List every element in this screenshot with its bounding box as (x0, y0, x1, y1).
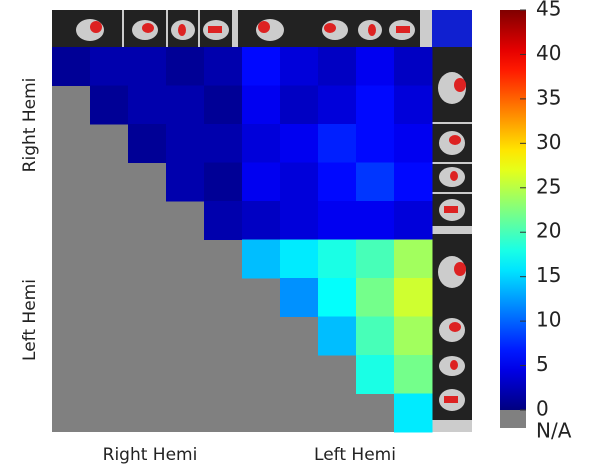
cell (204, 163, 243, 202)
cell (394, 394, 433, 433)
cell (318, 278, 357, 317)
cell (356, 163, 395, 202)
y-label: Left Hemi (20, 279, 40, 361)
colorbar-tick-label: 40 (536, 41, 561, 65)
colorbar-tick-label: 10 (536, 308, 561, 332)
cell (52, 47, 91, 86)
cell (318, 124, 357, 163)
cell (128, 47, 167, 86)
cell (280, 278, 319, 317)
cell (166, 47, 205, 86)
cell (356, 240, 395, 279)
cell (394, 317, 433, 356)
cell (318, 317, 357, 356)
cell (204, 86, 243, 125)
cell (242, 124, 281, 163)
cell (356, 47, 395, 86)
cell (356, 317, 395, 356)
cell (242, 47, 281, 86)
cell (166, 86, 205, 125)
cell (204, 124, 243, 163)
cell (280, 86, 319, 125)
x-label: Right Hemi (103, 445, 198, 465)
cell (394, 124, 433, 163)
colorbar (500, 10, 526, 410)
cell (318, 240, 357, 279)
cell (242, 240, 281, 279)
cell (242, 86, 281, 125)
cell (394, 201, 433, 240)
cell (394, 163, 433, 202)
cell (356, 355, 395, 394)
cell (356, 278, 395, 317)
cell (280, 201, 319, 240)
cell (394, 278, 433, 317)
cell (280, 240, 319, 279)
cell (90, 86, 129, 125)
cell (318, 47, 357, 86)
cell (356, 201, 395, 240)
colorbar-tick-label: 15 (536, 263, 561, 287)
figure: Right Hemi Left Hemi Right Hemi Left Hem… (0, 0, 604, 471)
cell (356, 124, 395, 163)
colorbar-tick-label: 5 (536, 352, 549, 376)
cell (394, 355, 433, 394)
cell (166, 124, 205, 163)
cell (394, 86, 433, 125)
cell (166, 163, 205, 202)
na-label: N/A (536, 419, 572, 443)
y-label: Right Hemi (20, 78, 40, 173)
cell (128, 124, 167, 163)
cell (204, 47, 243, 86)
icon-strip-top (52, 10, 472, 47)
cell (318, 86, 357, 125)
cell (394, 47, 433, 86)
cell (280, 124, 319, 163)
cell (280, 47, 319, 86)
colorbar-tick-label: 0 (536, 397, 549, 421)
cell (242, 163, 281, 202)
cell (394, 240, 433, 279)
cell (242, 201, 281, 240)
cell (356, 86, 395, 125)
na-swatch (500, 410, 526, 428)
cell (318, 201, 357, 240)
icon-strip-right (432, 47, 472, 432)
colorbar-tick-label: 20 (536, 219, 561, 243)
cell (318, 163, 357, 202)
cell (204, 201, 243, 240)
x-label: Left Hemi (314, 445, 396, 465)
colorbar-tick-label: 45 (536, 0, 561, 21)
cell (128, 86, 167, 125)
colorbar-tick-label: 25 (536, 174, 561, 198)
cell (90, 47, 129, 86)
colorbar-tick-label: 30 (536, 130, 561, 154)
cell (280, 163, 319, 202)
colorbar-tick-label: 35 (536, 85, 561, 109)
